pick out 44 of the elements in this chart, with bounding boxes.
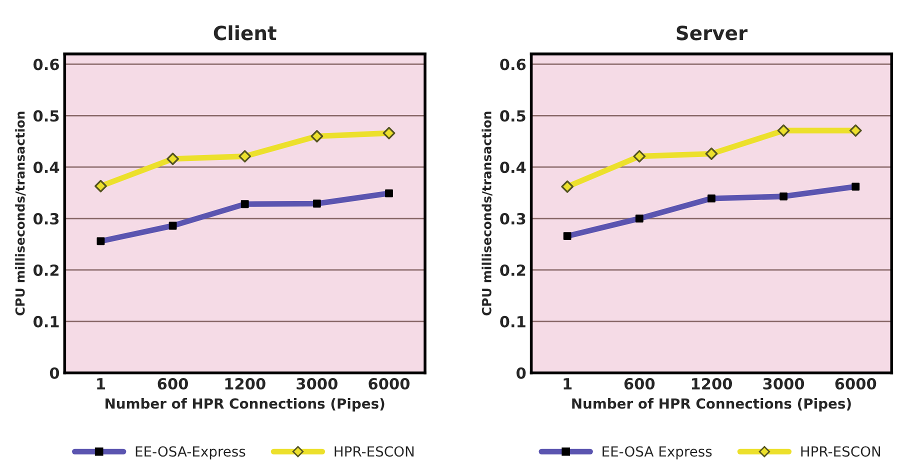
x-tick-label: 3000 xyxy=(296,378,338,390)
legend-label: HPR-ESCON xyxy=(334,446,414,457)
point xyxy=(561,180,574,193)
point xyxy=(633,150,646,163)
x-tick-label: 6000 xyxy=(835,378,876,390)
x-tick-label: 1200 xyxy=(692,378,732,390)
y-tick-label: 0 xyxy=(50,367,60,379)
y-tick-label: 0.3 xyxy=(33,213,59,225)
legend-label: EE-OSA Express xyxy=(602,446,712,460)
y-tick-label: 0.5 xyxy=(500,110,526,122)
point xyxy=(238,150,252,163)
point xyxy=(777,124,790,137)
x-tick-label: 1 xyxy=(97,378,105,390)
x-tick-label: 3000 xyxy=(763,378,804,390)
x-tick-label: 6000 xyxy=(368,378,410,390)
y-tick-label: 0.4 xyxy=(500,162,526,174)
point xyxy=(705,148,718,160)
y-tick-label: 0.2 xyxy=(500,264,526,276)
y-tick-label: 0.6 xyxy=(500,58,526,70)
legend-label: HPR-ESCON xyxy=(801,446,880,457)
y-tick-label: 0.1 xyxy=(500,316,526,328)
point xyxy=(94,180,107,192)
legend-label: EE-OSA-Express xyxy=(136,446,246,460)
y-tick-label: 0.5 xyxy=(33,110,59,122)
y-tick-label: 0.3 xyxy=(500,213,526,225)
x-tick-label: 1200 xyxy=(225,378,266,390)
x-axis-title: Number of HPR Connections (Pipes) xyxy=(572,398,851,412)
y-tick-label: 0.1 xyxy=(33,316,59,328)
point xyxy=(849,124,862,137)
y-tick-label: 0 xyxy=(516,367,526,379)
chart-title: Server xyxy=(676,26,748,40)
y-tick-label: 0.6 xyxy=(33,58,59,70)
x-tick-label: 600 xyxy=(624,378,655,390)
chart-title: Client xyxy=(214,25,276,40)
point xyxy=(166,152,179,166)
x-tick-label: 1 xyxy=(564,378,572,390)
y-tick-label: 0.2 xyxy=(33,264,58,276)
point xyxy=(382,126,396,140)
y-axis-title: CPU milliseconds/transaction xyxy=(15,112,26,316)
y-tick-label: 0.4 xyxy=(33,162,60,174)
y-axis-title: CPU milliseconds/transaction xyxy=(482,112,492,316)
point xyxy=(310,130,324,142)
x-axis-title: Number of HPR Connections (Pipes) xyxy=(106,398,384,412)
x-tick-label: 600 xyxy=(158,378,188,390)
